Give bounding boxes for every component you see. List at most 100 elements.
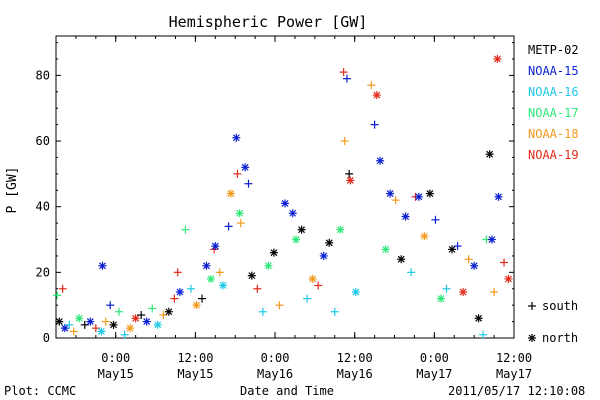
x-tick-label-date: May16 bbox=[337, 367, 373, 381]
data-point bbox=[303, 294, 312, 303]
data-point bbox=[500, 258, 509, 267]
data-point bbox=[342, 74, 351, 83]
data-point bbox=[173, 268, 182, 277]
data-point bbox=[60, 324, 69, 333]
data-point bbox=[97, 327, 106, 336]
legend: METP-02 NOAA-15 NOAA-16 NOAA-17 NOAA-18 NOAA-… bbox=[528, 43, 579, 162]
data-point bbox=[351, 288, 360, 297]
plot-frame bbox=[55, 35, 515, 339]
legend-entry: NOAA-17 bbox=[528, 106, 579, 120]
data-point bbox=[314, 281, 323, 290]
x-tick-label-time: 12:00 bbox=[337, 351, 373, 365]
legend-entry: METP-02 bbox=[528, 43, 579, 57]
data-point bbox=[401, 212, 410, 221]
data-point bbox=[247, 271, 256, 280]
y-axis: 0 20 40 60 80 bbox=[36, 42, 514, 345]
x-tick-label-date: May15 bbox=[177, 367, 213, 381]
x-tick-label-time: 12:00 bbox=[177, 351, 213, 365]
data-point bbox=[459, 288, 468, 297]
data-point bbox=[494, 192, 503, 201]
data-point bbox=[198, 294, 207, 303]
data-point bbox=[297, 225, 306, 234]
data-point bbox=[219, 281, 228, 290]
data-point bbox=[69, 327, 78, 336]
chart-title: Hemispheric Power [GW] bbox=[169, 13, 368, 31]
data-point bbox=[479, 330, 488, 339]
data-point bbox=[253, 284, 262, 293]
legend-entry: NOAA-15 bbox=[528, 64, 579, 78]
data-point bbox=[106, 301, 115, 310]
data-point bbox=[101, 317, 110, 326]
data-point bbox=[181, 225, 190, 234]
data-point bbox=[148, 304, 157, 313]
data-point bbox=[186, 284, 195, 293]
data-point bbox=[126, 324, 135, 333]
data-point bbox=[215, 268, 224, 277]
x-tick-label-date: May16 bbox=[257, 367, 293, 381]
data-point bbox=[453, 242, 462, 251]
y-tick-label: 60 bbox=[36, 134, 50, 148]
marker-legend-label: south bbox=[542, 299, 578, 313]
data-point bbox=[65, 320, 74, 329]
data-point bbox=[192, 301, 201, 310]
data-point bbox=[448, 245, 457, 254]
data-point bbox=[244, 179, 253, 188]
data-point bbox=[120, 330, 129, 339]
y-tick-label: 80 bbox=[36, 68, 50, 82]
data-point bbox=[431, 215, 440, 224]
data-point bbox=[339, 68, 348, 77]
y-axis-label: P [GW] bbox=[5, 167, 20, 214]
data-point bbox=[98, 261, 107, 270]
data-point bbox=[202, 261, 211, 270]
data-point bbox=[370, 120, 379, 129]
data-point bbox=[211, 242, 220, 251]
data-point bbox=[308, 274, 317, 283]
data-point bbox=[153, 320, 162, 329]
data-point bbox=[236, 219, 245, 228]
data-point bbox=[53, 291, 62, 300]
marker-legend-label: north bbox=[542, 331, 578, 345]
y-tick-label: 20 bbox=[36, 265, 50, 279]
data-point bbox=[55, 317, 64, 326]
x-tick-label-time: 0:00 bbox=[101, 351, 130, 365]
data-point bbox=[376, 156, 385, 165]
data-point bbox=[367, 81, 376, 90]
data-point bbox=[292, 235, 301, 244]
data-point bbox=[175, 288, 184, 297]
x-tick-label-time: 0:00 bbox=[420, 351, 449, 365]
data-point bbox=[86, 317, 95, 326]
data-point bbox=[75, 314, 84, 323]
data-point bbox=[397, 255, 406, 264]
data-point bbox=[115, 307, 124, 316]
x-tick-label-date: May17 bbox=[416, 367, 452, 381]
data-point bbox=[235, 209, 244, 218]
data-point bbox=[232, 133, 241, 142]
x-axis-label: Date and Time bbox=[240, 384, 334, 398]
data-point bbox=[109, 320, 118, 329]
data-point bbox=[325, 238, 334, 247]
x-axis: 0:00 May15 12:00 May15 0:00 May16 12:00 May16 0:… bbox=[55, 36, 532, 381]
legend-entry: NOAA-18 bbox=[528, 127, 579, 141]
data-point bbox=[485, 150, 494, 159]
data-point bbox=[58, 284, 67, 293]
data-point bbox=[414, 192, 423, 201]
data-point bbox=[490, 288, 499, 297]
data-point bbox=[442, 284, 451, 293]
data-point bbox=[269, 248, 278, 257]
data-point bbox=[137, 311, 146, 320]
data-point bbox=[275, 301, 284, 310]
data-point bbox=[206, 274, 215, 283]
legend-entry: NOAA-16 bbox=[528, 85, 579, 99]
data-point bbox=[330, 307, 339, 316]
data-point bbox=[224, 222, 233, 231]
data-point bbox=[233, 169, 242, 178]
y-tick-label: 40 bbox=[36, 200, 50, 214]
data-point bbox=[258, 307, 267, 316]
plot-timestamp: 2011/05/17 12:10:08 bbox=[448, 384, 586, 398]
data-point bbox=[336, 225, 345, 234]
data-point bbox=[340, 137, 349, 146]
data-point bbox=[381, 245, 390, 254]
y-tick-label: 0 bbox=[43, 331, 50, 345]
data-point bbox=[131, 314, 140, 323]
